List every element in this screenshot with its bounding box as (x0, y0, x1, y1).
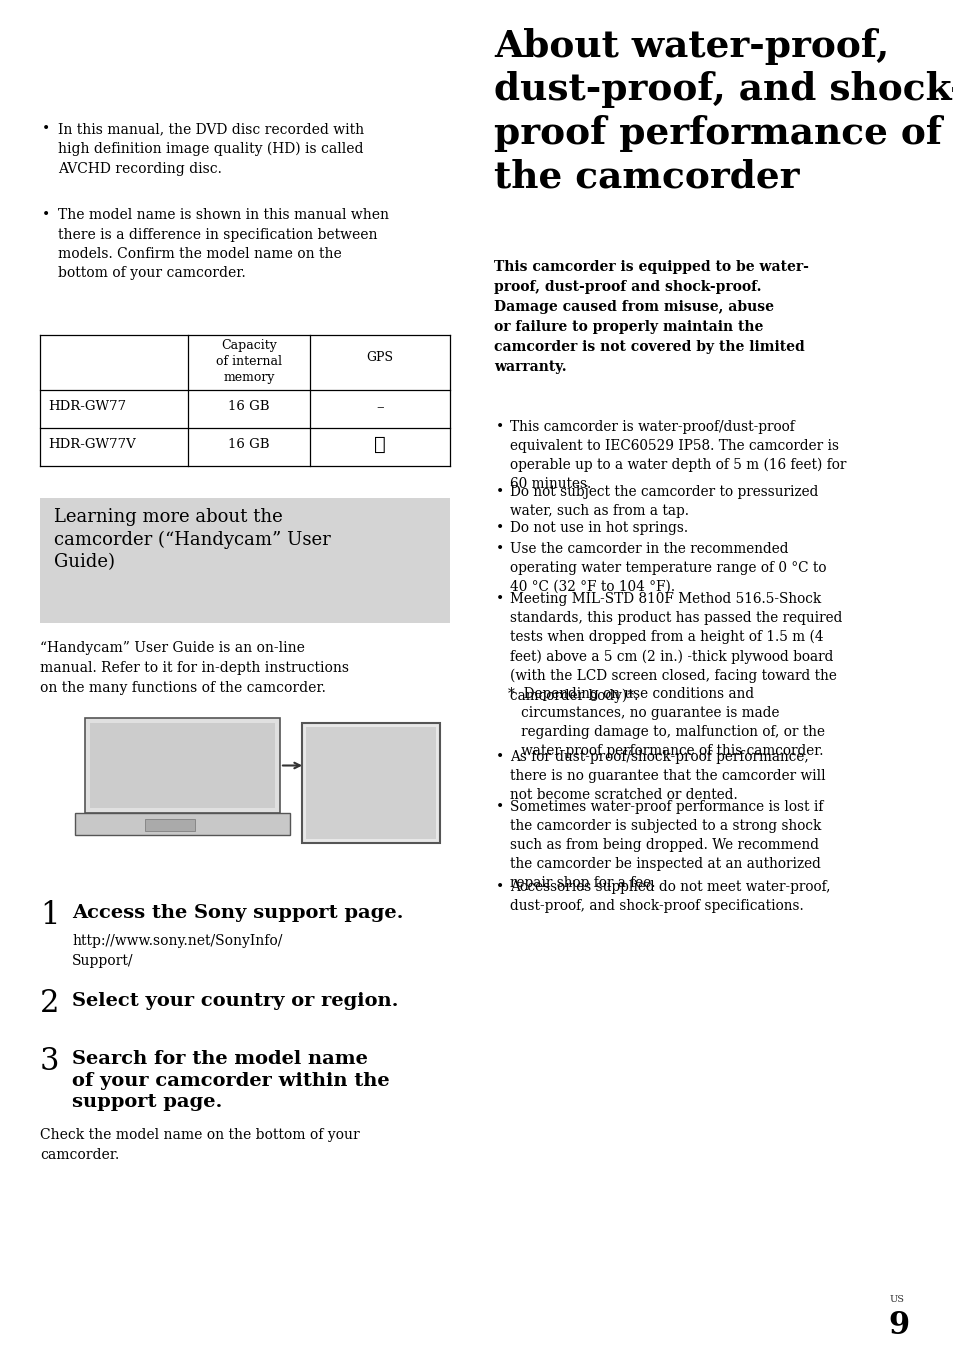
Text: http://www.sony.net/SonyInfo/
Support/: http://www.sony.net/SonyInfo/ Support/ (71, 934, 282, 968)
Text: Do not use in hot springs.: Do not use in hot springs. (510, 521, 687, 535)
Text: GPS: GPS (366, 351, 393, 364)
Bar (302, 723, 439, 843)
Text: Meeting MIL-STD 810F Method 516.5-Shock
standards, this product has passed the r: Meeting MIL-STD 810F Method 516.5-Shock … (510, 592, 841, 703)
Text: •: • (496, 421, 504, 434)
Text: Select your country or region.: Select your country or region. (71, 992, 398, 1010)
Text: Capacity
of internal
memory: Capacity of internal memory (215, 339, 282, 384)
Text: This camcorder is water-proof/dust-proof
equivalent to IEC60529 IP58. The camcor: This camcorder is water-proof/dust-proof… (510, 421, 845, 491)
Text: This camcorder is equipped to be water-
proof, dust-proof and shock-proof.
Damag: This camcorder is equipped to be water- … (494, 261, 808, 375)
Text: 9: 9 (888, 1310, 909, 1341)
Text: *  Depending on use conditions and
   circumstances, no guarantee is made
   reg: * Depending on use conditions and circum… (507, 687, 824, 757)
Text: 3: 3 (40, 1046, 59, 1077)
Text: •: • (496, 750, 504, 764)
Text: •: • (496, 592, 504, 607)
Text: 16 GB: 16 GB (228, 400, 270, 413)
Text: About water-proof,
dust-proof, and shock-
proof performance of
the camcorder: About water-proof, dust-proof, and shock… (494, 28, 953, 195)
Text: Sometimes water-proof performance is lost if
the camcorder is subjected to a str: Sometimes water-proof performance is los… (510, 801, 822, 890)
Text: Access the Sony support page.: Access the Sony support page. (71, 904, 403, 921)
Text: HDR-GW77V: HDR-GW77V (48, 438, 135, 451)
Bar (306, 727, 436, 839)
Text: Learning more about the
camcorder (“Handycam” User
Guide): Learning more about the camcorder (“Hand… (54, 508, 331, 571)
Text: As for dust-proof/shock-proof performance,
there is no guarantee that the camcor: As for dust-proof/shock-proof performanc… (510, 750, 824, 802)
Bar (75, 813, 290, 835)
Text: ✓: ✓ (374, 436, 385, 455)
Text: 16 GB: 16 GB (228, 438, 270, 451)
Text: 1: 1 (40, 900, 59, 931)
Bar (40, 498, 450, 623)
Text: 2: 2 (40, 988, 59, 1019)
Bar (145, 820, 194, 830)
Text: Check the model name on the bottom of your
camcorder.: Check the model name on the bottom of yo… (40, 1128, 359, 1162)
Text: Use the camcorder in the recommended
operating water temperature range of 0 °C t: Use the camcorder in the recommended ope… (510, 541, 825, 593)
Bar (90, 723, 274, 807)
Bar (85, 718, 280, 813)
Text: US: US (889, 1295, 904, 1304)
Text: •: • (496, 881, 504, 894)
Text: •: • (496, 521, 504, 535)
Text: “Handycam” User Guide is an on-line
manual. Refer to it for in-depth instruction: “Handycam” User Guide is an on-line manu… (40, 641, 349, 695)
Text: •: • (42, 208, 51, 223)
Text: HDR-GW77: HDR-GW77 (48, 400, 126, 413)
Text: •: • (496, 801, 504, 814)
Text: •: • (496, 486, 504, 499)
Text: In this manual, the DVD disc recorded with
high definition image quality (HD) is: In this manual, the DVD disc recorded wi… (58, 122, 364, 175)
Text: Search for the model name
of your camcorder within the
support page.: Search for the model name of your camcor… (71, 1050, 389, 1111)
Text: The model name is shown in this manual when
there is a difference in specificati: The model name is shown in this manual w… (58, 208, 389, 281)
Text: Accessories supplied do not meet water-proof,
dust-proof, and shock-proof specif: Accessories supplied do not meet water-p… (510, 881, 830, 913)
Text: –: – (375, 400, 383, 414)
Text: •: • (42, 122, 51, 136)
Text: Do not subject the camcorder to pressurized
water, such as from a tap.: Do not subject the camcorder to pressuri… (510, 486, 818, 518)
Text: •: • (496, 541, 504, 555)
